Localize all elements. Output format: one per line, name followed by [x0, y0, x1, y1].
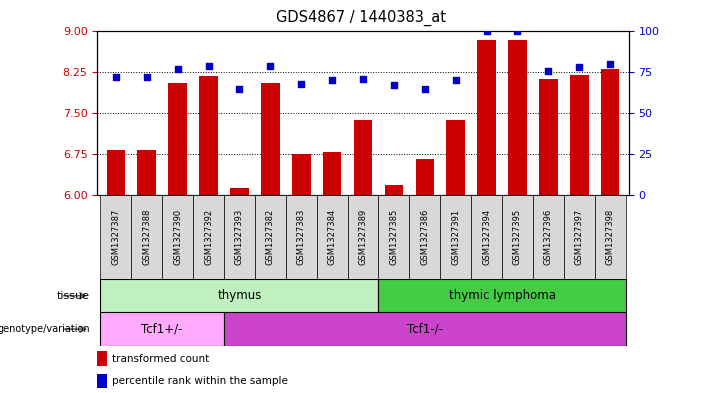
Text: Tcf1-/-: Tcf1-/- — [407, 323, 443, 336]
Text: GSM1327396: GSM1327396 — [544, 209, 553, 265]
Bar — [446, 119, 465, 195]
Bar — [354, 119, 372, 195]
Bar — [193, 195, 224, 279]
Bar — [323, 152, 342, 195]
Text: GSM1327393: GSM1327393 — [235, 209, 244, 265]
Point — [419, 85, 430, 92]
Bar — [169, 83, 187, 195]
Text: GSM1327398: GSM1327398 — [606, 209, 615, 265]
Text: GSM1327390: GSM1327390 — [173, 209, 182, 265]
Bar — [595, 195, 626, 279]
Bar — [471, 195, 502, 279]
Bar — [97, 374, 107, 388]
Bar — [508, 40, 527, 195]
Bar — [286, 195, 317, 279]
Point — [357, 75, 368, 82]
Point — [388, 82, 399, 88]
Text: GSM1327394: GSM1327394 — [482, 209, 491, 265]
Bar — [533, 195, 564, 279]
Point — [141, 74, 153, 80]
Bar — [138, 150, 156, 195]
Bar — [100, 312, 224, 346]
Point — [296, 81, 307, 87]
Bar — [131, 195, 162, 279]
Point — [543, 68, 554, 74]
Text: GSM1327382: GSM1327382 — [266, 209, 275, 265]
Bar — [502, 195, 533, 279]
Bar — [199, 76, 218, 195]
Text: GSM1327388: GSM1327388 — [142, 209, 151, 265]
Point — [110, 74, 122, 80]
Text: GSM1327383: GSM1327383 — [297, 209, 306, 265]
Point — [573, 64, 585, 70]
Bar — [224, 195, 255, 279]
Bar — [162, 195, 193, 279]
Bar — [292, 154, 311, 195]
Bar — [477, 40, 496, 195]
Point — [172, 66, 183, 72]
Point — [481, 28, 492, 35]
Text: GSM1327386: GSM1327386 — [420, 209, 429, 265]
Text: GSM1327392: GSM1327392 — [204, 209, 213, 265]
Bar — [601, 70, 619, 195]
Bar — [415, 159, 434, 195]
Bar — [570, 75, 588, 195]
Bar — [564, 195, 595, 279]
Text: GSM1327395: GSM1327395 — [513, 209, 522, 265]
Text: GDS4867 / 1440383_at: GDS4867 / 1440383_at — [275, 10, 446, 26]
Text: GSM1327397: GSM1327397 — [575, 209, 584, 265]
Text: GSM1327384: GSM1327384 — [327, 209, 337, 265]
Bar — [100, 195, 131, 279]
Bar — [317, 195, 348, 279]
Text: GSM1327391: GSM1327391 — [451, 209, 460, 265]
Bar — [255, 195, 286, 279]
Text: Tcf1+/-: Tcf1+/- — [141, 323, 183, 336]
Point — [450, 77, 461, 84]
Text: percentile rank within the sample: percentile rank within the sample — [112, 376, 288, 386]
Bar — [539, 79, 557, 195]
Point — [203, 62, 214, 69]
Point — [327, 77, 338, 84]
Bar — [348, 195, 379, 279]
Bar — [224, 312, 626, 346]
Text: GSM1327389: GSM1327389 — [358, 209, 368, 265]
Bar — [379, 279, 626, 312]
Bar — [410, 195, 441, 279]
Bar — [107, 150, 125, 195]
Bar — [441, 195, 471, 279]
Text: tissue: tissue — [57, 291, 90, 301]
Text: GSM1327385: GSM1327385 — [389, 209, 399, 265]
Point — [512, 28, 523, 35]
Text: GSM1327387: GSM1327387 — [111, 209, 120, 265]
Bar — [230, 188, 249, 195]
Bar — [97, 351, 107, 365]
Bar — [379, 195, 410, 279]
Bar — [100, 279, 379, 312]
Text: thymus: thymus — [217, 289, 262, 302]
Text: thymic lymphoma: thymic lymphoma — [448, 289, 556, 302]
Text: transformed count: transformed count — [112, 354, 210, 364]
Bar — [384, 185, 403, 195]
Point — [234, 85, 245, 92]
Text: genotype/variation: genotype/variation — [0, 324, 90, 334]
Bar — [261, 83, 280, 195]
Point — [604, 61, 616, 67]
Point — [265, 62, 276, 69]
